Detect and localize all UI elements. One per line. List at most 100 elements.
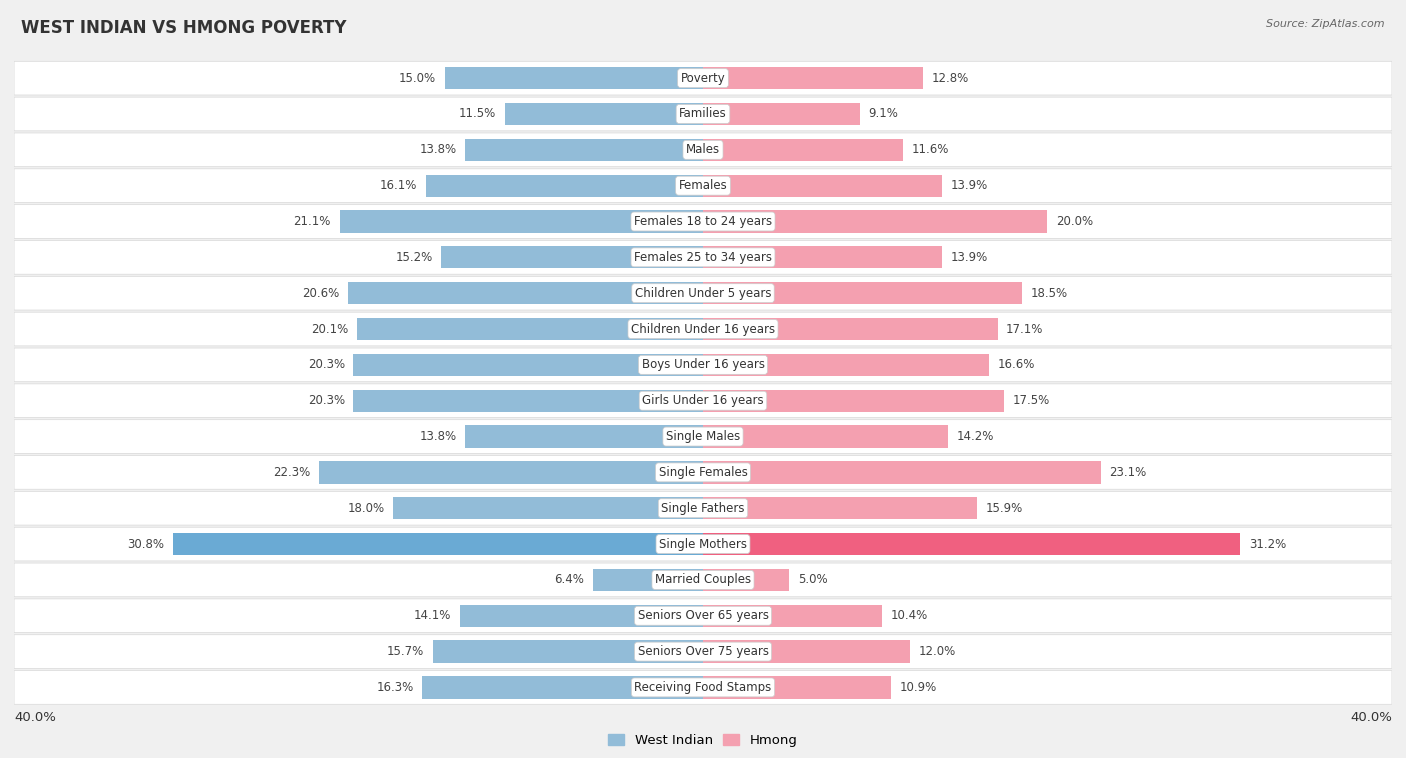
Bar xyxy=(703,103,859,125)
Bar xyxy=(505,103,703,125)
Text: Families: Families xyxy=(679,108,727,121)
Text: 11.6%: 11.6% xyxy=(911,143,949,156)
Text: 15.0%: 15.0% xyxy=(399,72,436,85)
FancyBboxPatch shape xyxy=(14,491,1392,525)
Text: 10.4%: 10.4% xyxy=(891,609,928,622)
Text: 20.1%: 20.1% xyxy=(311,323,349,336)
Bar xyxy=(353,390,703,412)
Bar xyxy=(173,533,703,555)
Text: Single Males: Single Males xyxy=(666,430,740,443)
Bar xyxy=(340,211,703,233)
Text: 11.5%: 11.5% xyxy=(460,108,496,121)
Bar xyxy=(703,174,942,197)
FancyBboxPatch shape xyxy=(14,61,1392,95)
Text: Receiving Food Stamps: Receiving Food Stamps xyxy=(634,681,772,694)
Bar xyxy=(392,497,703,519)
Text: WEST INDIAN VS HMONG POVERTY: WEST INDIAN VS HMONG POVERTY xyxy=(21,19,347,37)
Text: 22.3%: 22.3% xyxy=(273,466,311,479)
Bar xyxy=(703,568,789,591)
Text: Single Mothers: Single Mothers xyxy=(659,537,747,550)
Bar xyxy=(426,174,703,197)
Text: 16.3%: 16.3% xyxy=(377,681,413,694)
Text: Children Under 16 years: Children Under 16 years xyxy=(631,323,775,336)
Bar xyxy=(460,605,703,627)
Text: Single Fathers: Single Fathers xyxy=(661,502,745,515)
Text: Boys Under 16 years: Boys Under 16 years xyxy=(641,359,765,371)
Bar xyxy=(703,211,1047,233)
FancyBboxPatch shape xyxy=(14,277,1392,310)
Bar xyxy=(703,282,1022,304)
FancyBboxPatch shape xyxy=(14,671,1392,704)
Text: 20.0%: 20.0% xyxy=(1056,215,1094,228)
Bar xyxy=(441,246,703,268)
FancyBboxPatch shape xyxy=(14,97,1392,131)
FancyBboxPatch shape xyxy=(14,169,1392,202)
Bar xyxy=(703,497,977,519)
Bar xyxy=(353,354,703,376)
Text: 9.1%: 9.1% xyxy=(869,108,898,121)
Bar xyxy=(703,425,948,448)
Text: 14.1%: 14.1% xyxy=(415,609,451,622)
FancyBboxPatch shape xyxy=(14,563,1392,597)
FancyBboxPatch shape xyxy=(14,634,1392,669)
Bar xyxy=(703,318,997,340)
Text: 15.9%: 15.9% xyxy=(986,502,1022,515)
Text: 15.2%: 15.2% xyxy=(395,251,433,264)
Bar xyxy=(433,641,703,662)
Text: 12.8%: 12.8% xyxy=(932,72,969,85)
Text: Seniors Over 65 years: Seniors Over 65 years xyxy=(637,609,769,622)
Bar xyxy=(703,641,910,662)
Text: 21.1%: 21.1% xyxy=(294,215,330,228)
Text: 13.8%: 13.8% xyxy=(419,430,457,443)
FancyBboxPatch shape xyxy=(14,205,1392,238)
Bar xyxy=(357,318,703,340)
Text: Source: ZipAtlas.com: Source: ZipAtlas.com xyxy=(1267,19,1385,29)
Text: 16.6%: 16.6% xyxy=(997,359,1035,371)
Bar xyxy=(703,354,988,376)
Text: Children Under 5 years: Children Under 5 years xyxy=(634,287,772,299)
Text: 17.5%: 17.5% xyxy=(1012,394,1050,407)
Text: 12.0%: 12.0% xyxy=(918,645,956,658)
Bar xyxy=(319,462,703,484)
Text: Poverty: Poverty xyxy=(681,72,725,85)
Text: 20.3%: 20.3% xyxy=(308,394,344,407)
Text: 13.8%: 13.8% xyxy=(419,143,457,156)
Bar xyxy=(703,676,891,699)
Text: 31.2%: 31.2% xyxy=(1249,537,1286,550)
FancyBboxPatch shape xyxy=(14,420,1392,453)
Text: 17.1%: 17.1% xyxy=(1007,323,1043,336)
Text: Females 18 to 24 years: Females 18 to 24 years xyxy=(634,215,772,228)
Bar xyxy=(703,67,924,89)
Legend: West Indian, Hmong: West Indian, Hmong xyxy=(603,728,803,752)
FancyBboxPatch shape xyxy=(14,348,1392,382)
Bar xyxy=(422,676,703,699)
Text: Males: Males xyxy=(686,143,720,156)
Text: 40.0%: 40.0% xyxy=(1350,711,1392,724)
Text: 13.9%: 13.9% xyxy=(950,251,988,264)
Text: 14.2%: 14.2% xyxy=(956,430,994,443)
Bar xyxy=(465,139,703,161)
Text: 15.7%: 15.7% xyxy=(387,645,425,658)
Text: 6.4%: 6.4% xyxy=(554,573,583,587)
FancyBboxPatch shape xyxy=(14,240,1392,274)
Text: 18.0%: 18.0% xyxy=(347,502,384,515)
Text: 20.6%: 20.6% xyxy=(302,287,340,299)
Text: 5.0%: 5.0% xyxy=(797,573,827,587)
Text: 20.3%: 20.3% xyxy=(308,359,344,371)
Bar xyxy=(349,282,703,304)
Bar xyxy=(465,425,703,448)
Text: 40.0%: 40.0% xyxy=(14,711,56,724)
Text: Females 25 to 34 years: Females 25 to 34 years xyxy=(634,251,772,264)
FancyBboxPatch shape xyxy=(14,456,1392,489)
Text: 13.9%: 13.9% xyxy=(950,179,988,193)
Bar xyxy=(444,67,703,89)
Text: 10.9%: 10.9% xyxy=(900,681,936,694)
FancyBboxPatch shape xyxy=(14,133,1392,167)
FancyBboxPatch shape xyxy=(14,528,1392,561)
Bar xyxy=(703,533,1240,555)
Text: 23.1%: 23.1% xyxy=(1109,466,1147,479)
Text: 30.8%: 30.8% xyxy=(127,537,165,550)
Text: Girls Under 16 years: Girls Under 16 years xyxy=(643,394,763,407)
Text: Seniors Over 75 years: Seniors Over 75 years xyxy=(637,645,769,658)
Text: Females: Females xyxy=(679,179,727,193)
